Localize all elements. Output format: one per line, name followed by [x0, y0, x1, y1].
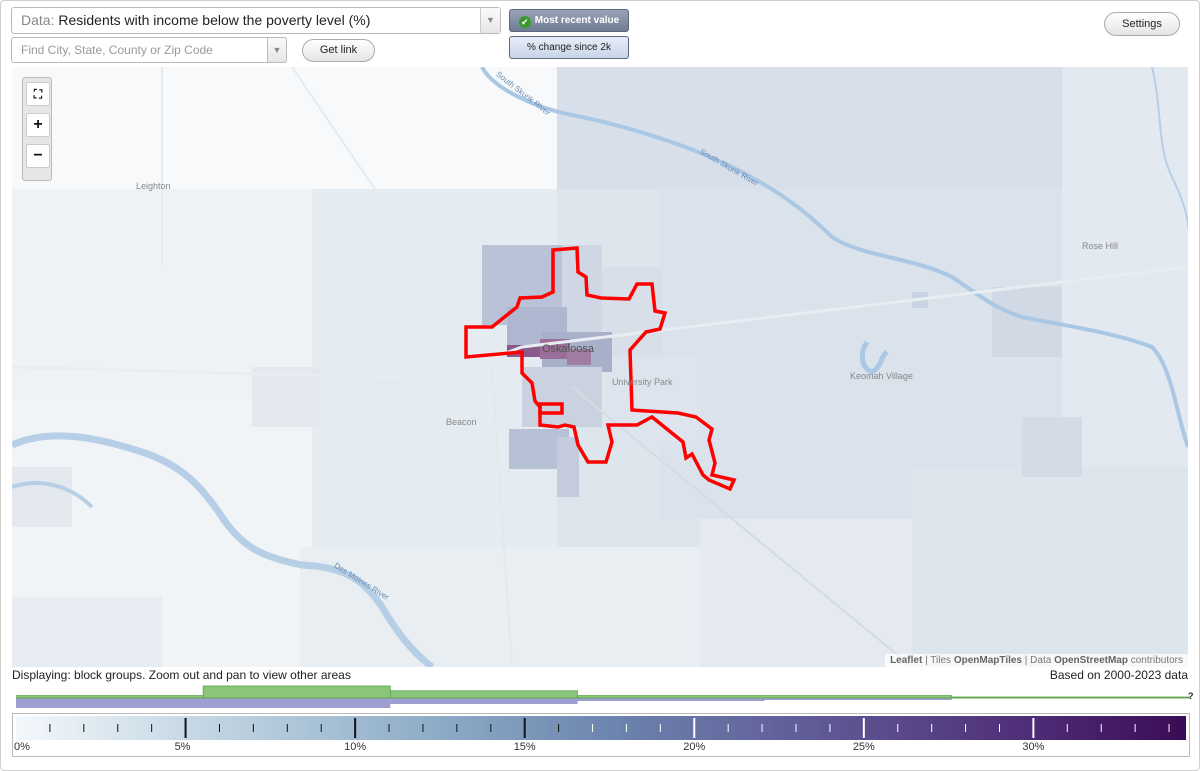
- highway-east-west: [12, 265, 1188, 381]
- histogram-bar-change: [577, 698, 765, 701]
- settings-button[interactable]: Settings: [1104, 12, 1180, 36]
- attribution-tiles-prefix: Tiles: [930, 655, 952, 666]
- place-label-university-park: University Park: [612, 377, 673, 387]
- map-view[interactable]: Leighton Oskaloosa University Park Beaco…: [12, 67, 1188, 667]
- histogram-bar-change: [390, 698, 578, 704]
- legend-tick-label: 20%: [683, 741, 706, 753]
- township-north-east: [557, 67, 1062, 189]
- attribution-data-prefix: Data: [1030, 655, 1052, 666]
- histogram-bar-change: [764, 698, 952, 700]
- chevron-down-icon[interactable]: ▼: [480, 8, 500, 33]
- help-icon[interactable]: ?: [1188, 691, 1194, 701]
- oskaloosa-city-outline: [464, 246, 737, 492]
- park-patch-3: [252, 367, 322, 427]
- fullscreen-icon[interactable]: ⛶: [26, 82, 50, 106]
- percent-change-toggle[interactable]: % change since 2k: [509, 36, 629, 59]
- park-patch-5: [1022, 417, 1082, 477]
- data-years-note: Based on 2000-2023 data: [1049, 668, 1188, 682]
- zoom-in-icon[interactable]: +: [26, 113, 50, 137]
- attribution-suffix: contributors: [1130, 655, 1183, 666]
- zoom-control: ⛶ + −: [22, 77, 52, 181]
- histogram-bar-recent: [389, 690, 578, 699]
- place-label-leighton: Leighton: [136, 181, 171, 191]
- map-attribution: Leaflet | Tiles OpenMapTiles | Data Open…: [885, 654, 1188, 667]
- search-dropdown-chevron-icon[interactable]: ▼: [267, 37, 287, 63]
- data-select-prefix: Data:: [21, 12, 55, 28]
- block-group-n: [562, 245, 602, 345]
- legend-tick-label: 15%: [513, 741, 536, 753]
- place-label-keomah-village: Keomah Village: [850, 371, 913, 381]
- checkmark-icon: ✔: [518, 16, 531, 28]
- city-outline-notch: [538, 402, 564, 415]
- place-label-beacon: Beacon: [446, 417, 477, 427]
- block-group-s2: [557, 437, 579, 497]
- distribution-histogram: [16, 685, 1190, 708]
- des-moines-river: [12, 432, 435, 667]
- township-west-north: [12, 67, 557, 189]
- legend-tick-label: 30%: [1022, 741, 1045, 753]
- south-skunk-river: [480, 67, 1188, 448]
- des-moines-river-oxbow: [12, 481, 94, 509]
- legend-tick-label: 10%: [344, 741, 367, 753]
- data-select[interactable]: Data: Residents with income below the po…: [11, 7, 501, 34]
- township-south-east-corner: [912, 467, 1188, 667]
- attribution-data-link[interactable]: OpenStreetMap: [1054, 655, 1128, 666]
- legend-ticks: [49, 718, 1170, 738]
- color-legend: 0% 5% 10% 15% 20% 25% 30%: [12, 713, 1190, 757]
- place-label-oskaloosa: Oskaloosa: [542, 343, 594, 355]
- legend-gradient-bar: [16, 716, 1186, 740]
- attribution-leaflet-link[interactable]: Leaflet: [890, 655, 923, 666]
- zoom-out-icon[interactable]: −: [26, 144, 50, 168]
- rail-southeast: [571, 386, 913, 667]
- legend-tick-label: 25%: [852, 741, 875, 753]
- river-branch-east: [1151, 67, 1188, 228]
- data-select-value: Residents with income below the poverty …: [58, 12, 371, 28]
- histogram-bar-recent: [202, 685, 391, 699]
- most-recent-value-toggle[interactable]: ✔ Most recent value: [509, 9, 629, 32]
- park-patch-4: [12, 467, 72, 527]
- legend-tick-label: 5%: [174, 741, 191, 753]
- township-south-west-corner: [12, 597, 162, 667]
- get-link-button[interactable]: Get link: [302, 39, 375, 62]
- keomah-lake: [859, 340, 889, 375]
- search-input[interactable]: [11, 37, 287, 63]
- attribution-tiles-link[interactable]: OpenMapTiles: [953, 655, 1022, 666]
- highway-south: [491, 366, 513, 667]
- township-south-center: [300, 547, 700, 667]
- map-canvas: [12, 67, 1188, 667]
- histogram-bar-change: [16, 698, 391, 708]
- place-label-rose-hill: Rose Hill: [1082, 241, 1119, 251]
- block-group-e: [612, 357, 702, 447]
- most-recent-value-label: Most recent value: [534, 15, 620, 26]
- township-far-east: [1062, 67, 1188, 467]
- highway-northwest: [161, 67, 483, 348]
- display-note: Displaying: block groups. Zoom out and p…: [12, 668, 351, 682]
- legend-tick-label: 0%: [14, 741, 30, 753]
- block-group-high-3: [567, 349, 591, 365]
